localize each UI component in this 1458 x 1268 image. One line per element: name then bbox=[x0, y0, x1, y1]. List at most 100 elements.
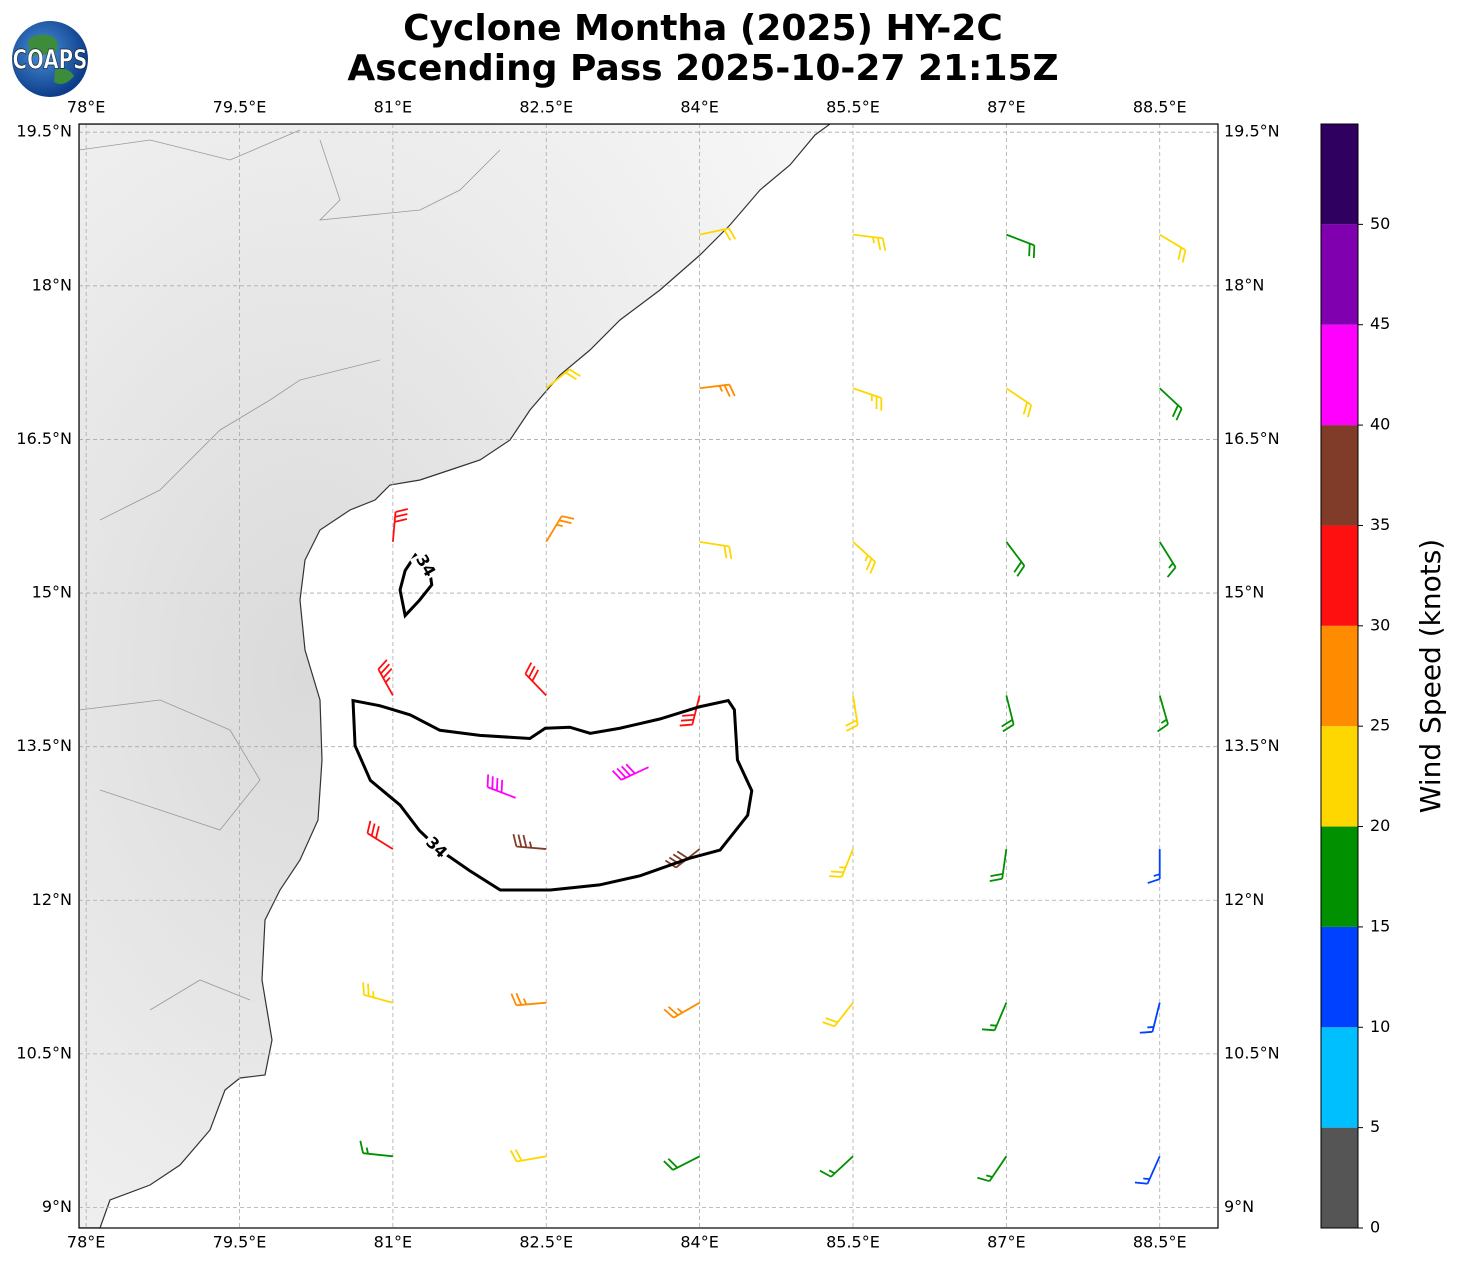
wind-barb bbox=[377, 659, 394, 696]
colorbar-tick-label: 20 bbox=[1370, 816, 1390, 835]
wind-barb bbox=[1157, 695, 1169, 733]
logo-text: COAPS bbox=[12, 44, 87, 76]
wind-barb bbox=[852, 387, 883, 411]
x-tick-label: 81°E bbox=[374, 1233, 412, 1252]
colorbar-bin bbox=[1321, 726, 1358, 827]
wind-barb bbox=[362, 982, 394, 1004]
colorbar-tick-label: 30 bbox=[1370, 615, 1390, 634]
colorbar-bin bbox=[1321, 926, 1358, 1028]
colorbar-bin bbox=[1321, 324, 1358, 426]
y-tick-label: 18°N bbox=[32, 275, 72, 294]
grid bbox=[79, 124, 1218, 1228]
colorbar: 0 5 10 15 20 25 30 35 40 45 50 bbox=[1320, 123, 1390, 1237]
colorbar-frame bbox=[1320, 123, 1359, 1229]
wind-barb bbox=[981, 1002, 1008, 1032]
y-tick-label: 15°N bbox=[1224, 583, 1264, 602]
wind-barb bbox=[1006, 233, 1036, 259]
x-tick-label: 84°E bbox=[680, 1233, 718, 1252]
wind-barb bbox=[829, 848, 854, 878]
plot-frame bbox=[78, 123, 1219, 1229]
y-tick-label: 13.5°N bbox=[16, 736, 72, 755]
contour-label-bg bbox=[409, 549, 441, 583]
x-tick-label: 79.5°E bbox=[213, 98, 267, 117]
y-tick-label: 13.5°N bbox=[1224, 736, 1280, 755]
wind-barb bbox=[845, 695, 859, 732]
wind-barb bbox=[1159, 233, 1187, 263]
y-tick-label: 18°N bbox=[1224, 275, 1264, 294]
wind-barb bbox=[1005, 387, 1033, 418]
colorbar-bin bbox=[1321, 425, 1358, 526]
colorbar-tick-label: 15 bbox=[1370, 916, 1390, 935]
y-tick-label: 9°N bbox=[42, 1197, 72, 1216]
wind-barb bbox=[699, 540, 733, 560]
x-tick-label: 85.5°E bbox=[826, 98, 880, 117]
wind-barb bbox=[1134, 1155, 1161, 1185]
wind-barb bbox=[1139, 1002, 1161, 1034]
wind-barb bbox=[699, 383, 736, 397]
colorbar-bin bbox=[1321, 224, 1358, 325]
x-tick-label: 82.5°E bbox=[519, 1233, 573, 1252]
wind-barb bbox=[611, 763, 649, 781]
wind-barb bbox=[699, 227, 737, 241]
colorbar-tick-label: 25 bbox=[1370, 716, 1390, 735]
wind-barb bbox=[1159, 387, 1183, 421]
wind-barb bbox=[989, 848, 1008, 882]
colorbar-label: Wind Speed (knots) bbox=[1414, 539, 1447, 813]
wind-barb bbox=[545, 368, 581, 389]
wind-barb bbox=[366, 820, 394, 850]
y-tick-label: 9°N bbox=[1224, 1197, 1254, 1216]
wind-barb bbox=[359, 1140, 393, 1158]
wind-barb bbox=[679, 695, 701, 727]
wind-barb bbox=[524, 662, 547, 697]
y-tick-label: 12°N bbox=[1224, 890, 1264, 909]
colorbar-bin bbox=[1321, 525, 1358, 626]
colorbar-bin bbox=[1321, 124, 1358, 225]
borders bbox=[79, 129, 501, 1011]
subtitle: Ascending Pass 2025-10-27 21:15Z bbox=[347, 48, 1058, 89]
x-tick-label: 78°E bbox=[67, 98, 105, 117]
logo-land bbox=[28, 34, 74, 84]
wind-barb bbox=[819, 1155, 854, 1178]
wind-barb bbox=[545, 515, 575, 543]
x-tick-label: 84°E bbox=[680, 98, 718, 117]
x-tick-label: 81°E bbox=[374, 98, 412, 117]
y-tick-label: 10.5°N bbox=[1224, 1043, 1280, 1062]
title: Cyclone Montha (2025) HY-2C bbox=[403, 8, 1003, 49]
wind-barb bbox=[391, 508, 409, 542]
x-tick-label: 78°E bbox=[67, 1233, 105, 1252]
wind-barb bbox=[852, 541, 877, 574]
x-tick-label: 88.5°E bbox=[1133, 98, 1187, 117]
colorbar-bin bbox=[1321, 1127, 1358, 1228]
y-tick-label: 19.5°N bbox=[16, 122, 72, 141]
y-tick-label: 15°N bbox=[32, 583, 72, 602]
wind-barb bbox=[1005, 541, 1026, 577]
wind-barb bbox=[977, 1155, 1008, 1183]
wind-barb bbox=[1158, 541, 1177, 578]
colorbar-tick-label: 45 bbox=[1370, 314, 1390, 333]
y-tick-label: 19.5°N bbox=[1224, 122, 1280, 141]
land bbox=[79, 124, 832, 1228]
colorbar-bin bbox=[1321, 625, 1358, 727]
wind-barb bbox=[509, 1149, 547, 1163]
wind-barb bbox=[486, 774, 516, 799]
contour-label-bg bbox=[419, 831, 453, 865]
x-tick-label: 87°E bbox=[987, 98, 1025, 117]
x-tick-label: 88.5°E bbox=[1133, 1233, 1187, 1252]
wind-barb bbox=[1147, 849, 1161, 884]
y-tick-label: 16.5°N bbox=[16, 429, 72, 448]
wind-barb bbox=[512, 833, 547, 850]
wind-barb bbox=[822, 1002, 854, 1028]
wind-barb bbox=[1001, 695, 1015, 733]
colorbar-tick-label: 50 bbox=[1370, 214, 1390, 233]
colorbar-bin bbox=[1321, 826, 1358, 927]
colorbar-tick-label: 10 bbox=[1370, 1017, 1390, 1036]
wind-barb bbox=[510, 992, 547, 1007]
x-tick-label: 85.5°E bbox=[826, 1233, 880, 1252]
y-tick-label: 12°N bbox=[32, 890, 72, 909]
wind-barb bbox=[663, 1155, 701, 1171]
colorbar-tick-label: 35 bbox=[1370, 515, 1390, 534]
y-tick-label: 16.5°N bbox=[1224, 429, 1280, 448]
colorbar-tick-label: 5 bbox=[1370, 1117, 1380, 1136]
